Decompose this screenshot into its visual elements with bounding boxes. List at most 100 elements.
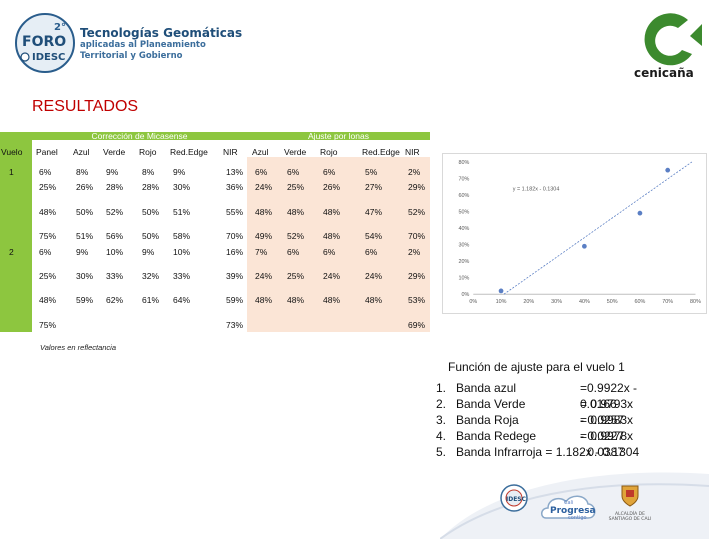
column-header-2: Azul — [73, 147, 90, 157]
cali-progresa-logo: Cali Progresa contigo — [541, 495, 596, 521]
lonas-background — [247, 157, 430, 332]
function-item: 2. Banda Verde = 0.9793x - 0.0257 — [436, 396, 639, 427]
table-cell: 29% — [408, 271, 426, 281]
function-item-number: 4. — [436, 429, 447, 443]
table-cell: 6% — [365, 247, 378, 257]
table-cell: 13% — [226, 167, 244, 177]
column-header-9: Rojo — [320, 147, 338, 157]
data-point — [637, 210, 643, 216]
table-cell: 48% — [323, 231, 341, 241]
table-cell: 5% — [365, 167, 378, 177]
table-cell: 48% — [323, 295, 341, 305]
cenicana-wordmark: cenicaña — [634, 66, 694, 80]
header-title-line2: aplicadas al Planeamiento — [80, 40, 206, 50]
alcaldia-label: ALCALDÍA DE SANTIAGO DE CALI — [608, 512, 652, 522]
table-cell: 30% — [173, 182, 191, 192]
table-cell: 9% — [173, 167, 186, 177]
vuelo-label-1: 1 — [9, 167, 14, 177]
function-item-number: 2. — [436, 397, 447, 411]
table-cell: 70% — [226, 231, 244, 241]
y-tick-label: 10% — [458, 276, 469, 282]
header-title: Tecnologías Geomáticas aplicadas al Plan… — [80, 26, 242, 62]
table-cell: 6% — [255, 167, 268, 177]
table-cell: 52% — [106, 207, 124, 217]
function-item-equation: = 0.9983x - 0.0227 — [580, 413, 634, 443]
column-header-6: NIR — [223, 147, 238, 157]
y-tick-label: 0% — [461, 292, 469, 298]
column-header-10: Red.Edge — [362, 147, 400, 157]
header-title-line3: Territorial y Gobierno — [80, 51, 183, 61]
table-cell: 52% — [287, 231, 305, 241]
table-cell: 6% — [287, 167, 300, 177]
column-header-8: Verde — [284, 147, 307, 157]
table-cell: 50% — [142, 231, 160, 241]
vuelo-label-2: 2 — [9, 247, 14, 257]
svg-text:contigo: contigo — [568, 515, 587, 521]
table-cell: 6% — [323, 167, 336, 177]
table-cell: 48% — [287, 295, 305, 305]
table-cell: 10% — [173, 247, 191, 257]
cenicana-logo-icon — [644, 13, 702, 66]
x-tick-label: 30% — [551, 299, 562, 305]
table-note: Valores en reflectancia — [40, 343, 117, 352]
table-cell: 75% — [39, 320, 57, 330]
header-title-line1: Tecnologías Geomáticas — [80, 26, 243, 40]
function-item-label: Banda Redege — [456, 429, 537, 443]
function-item-label: Banda azul — [456, 381, 517, 395]
y-tick-label: 50% — [458, 210, 469, 216]
table-cell: 61% — [142, 295, 160, 305]
green-band-left — [0, 132, 32, 332]
svg-text:IDESC: IDESC — [32, 52, 65, 63]
table-cell: 48% — [255, 207, 273, 217]
section-title: RESULTADOS — [32, 98, 139, 115]
table-cell: 48% — [255, 295, 273, 305]
function-list: Función de ajuste para el vuelo 1 1. Band… — [436, 360, 639, 460]
column-header-1: Panel — [36, 147, 58, 157]
table-cell: 8% — [76, 167, 89, 177]
svg-text:Progresa: Progresa — [550, 506, 596, 516]
table-cell: 24% — [255, 182, 273, 192]
table-cell: 2% — [408, 247, 421, 257]
table-cell: 27% — [365, 182, 383, 192]
table-cell: 24% — [255, 271, 273, 281]
y-tick-label: 30% — [458, 243, 469, 249]
function-item-equation: = 0.9978x - 0.0387 — [580, 429, 634, 459]
table-cell: 64% — [173, 295, 191, 305]
group-header-micasense: Corrección de Micasense — [91, 131, 188, 141]
x-tick-label: 0% — [469, 299, 477, 305]
column-header-3: Verde — [103, 147, 126, 157]
table-cell: 30% — [76, 271, 94, 281]
table-cell: 6% — [323, 247, 336, 257]
data-point — [582, 243, 587, 249]
table-cell: 59% — [76, 295, 94, 305]
table-cell: 6% — [287, 247, 300, 257]
svg-text:FORO: FORO — [22, 34, 66, 50]
table-cell: 70% — [408, 231, 426, 241]
table-cell: 9% — [106, 167, 119, 177]
trend-line — [503, 161, 693, 295]
results-table: Corrección de Micasense Ajuste por lonas… — [0, 131, 432, 332]
svg-text:IDESC: IDESC — [506, 496, 527, 503]
table-cell: 62% — [106, 295, 124, 305]
table-cell: 24% — [323, 271, 341, 281]
idesc-seal-logo: IDESC — [500, 484, 528, 512]
table-cell: 55% — [226, 207, 244, 217]
function-item: 3. Banda Roja = 0.9983x - 0.0227 — [436, 412, 639, 443]
table-cell: 7% — [255, 247, 268, 257]
function-item-equation: =0.9922x - 0.0166 — [580, 381, 638, 411]
table-cell: 50% — [142, 207, 160, 217]
function-heading: Función de ajuste para el vuelo 1 — [448, 360, 625, 374]
data-point — [498, 288, 504, 294]
foro-idesc-logo: FORO 2° IDESC — [15, 13, 75, 73]
table-cell: 25% — [287, 182, 305, 192]
column-header-11: NIR — [405, 147, 420, 157]
x-tick-label: 70% — [662, 299, 673, 305]
table-cell: 2% — [408, 167, 421, 177]
table-cell: 69% — [408, 320, 426, 330]
function-item: 4. Banda Redege = 0.9978x - 0.0387 — [436, 428, 639, 459]
table-cell: 73% — [226, 320, 244, 330]
column-header-0: Vuelo — [1, 147, 23, 157]
table-cell: 33% — [173, 271, 191, 281]
table-cell: 10% — [106, 247, 124, 257]
table-cell: 51% — [173, 207, 191, 217]
